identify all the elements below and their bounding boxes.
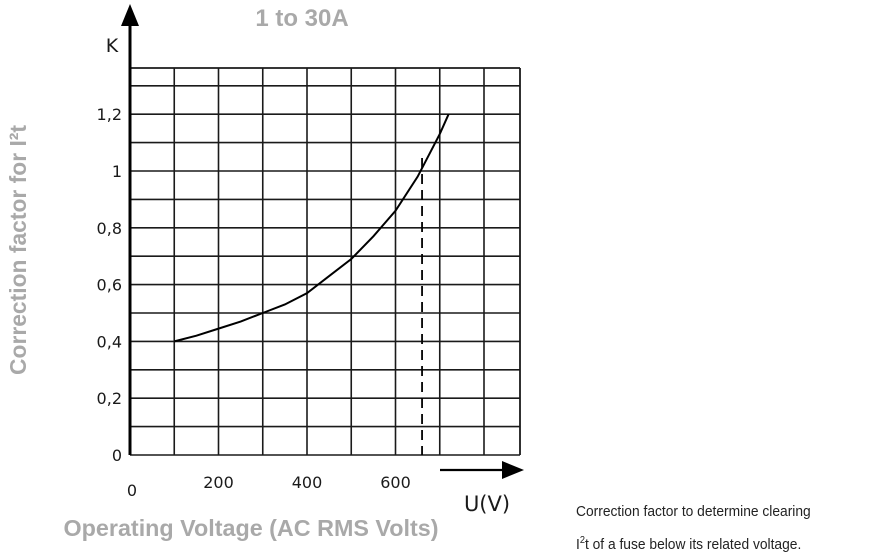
caption-line-1: Correction factor to determine clearing xyxy=(576,503,811,520)
titles: 1 to 30A K U(V) Operating Voltage (AC RMS V… xyxy=(5,5,510,541)
caption-superscript: 2 xyxy=(579,535,585,546)
y-axis-label: Correction factor for I²t xyxy=(5,125,31,375)
series-layer xyxy=(174,113,450,455)
y-tick-label: 0,2 xyxy=(97,389,122,408)
caption-line-2: I2t of a fuse below its related voltage. xyxy=(576,526,847,559)
x-tick-label: 0 xyxy=(127,481,137,500)
y-tick-label: 0 xyxy=(112,446,122,465)
tick-labels: 0 0,2 0,4 0,6 0,8 1 1,2 0 200 400 600 xyxy=(97,105,411,500)
x-axis-arrow xyxy=(502,461,524,479)
figure-caption: Correction factor to determine clearing … xyxy=(576,497,847,559)
series-line xyxy=(174,113,450,343)
y-tick-label: 0,6 xyxy=(97,276,122,295)
y-axis-symbol: K xyxy=(106,35,119,57)
caption-line-2-suffix: t of a fuse below its related voltage. xyxy=(584,536,802,553)
y-axis-arrow xyxy=(121,4,139,26)
grid xyxy=(129,67,521,456)
chart-title: 1 to 30A xyxy=(255,5,348,32)
caption-line-2-prefix: I xyxy=(576,536,580,553)
x-tick-label: 200 xyxy=(203,473,234,492)
x-tick-label: 400 xyxy=(292,473,323,492)
axes xyxy=(121,4,524,479)
x-axis-label: Operating Voltage (AC RMS Volts) xyxy=(64,515,439,541)
y-tick-label: 1 xyxy=(112,162,122,181)
y-tick-label: 1,2 xyxy=(97,105,122,124)
y-tick-label: 0,8 xyxy=(97,219,122,238)
x-tick-label: 600 xyxy=(380,473,411,492)
x-axis-symbol: U(V) xyxy=(464,492,510,516)
y-tick-label: 0,4 xyxy=(97,332,122,351)
